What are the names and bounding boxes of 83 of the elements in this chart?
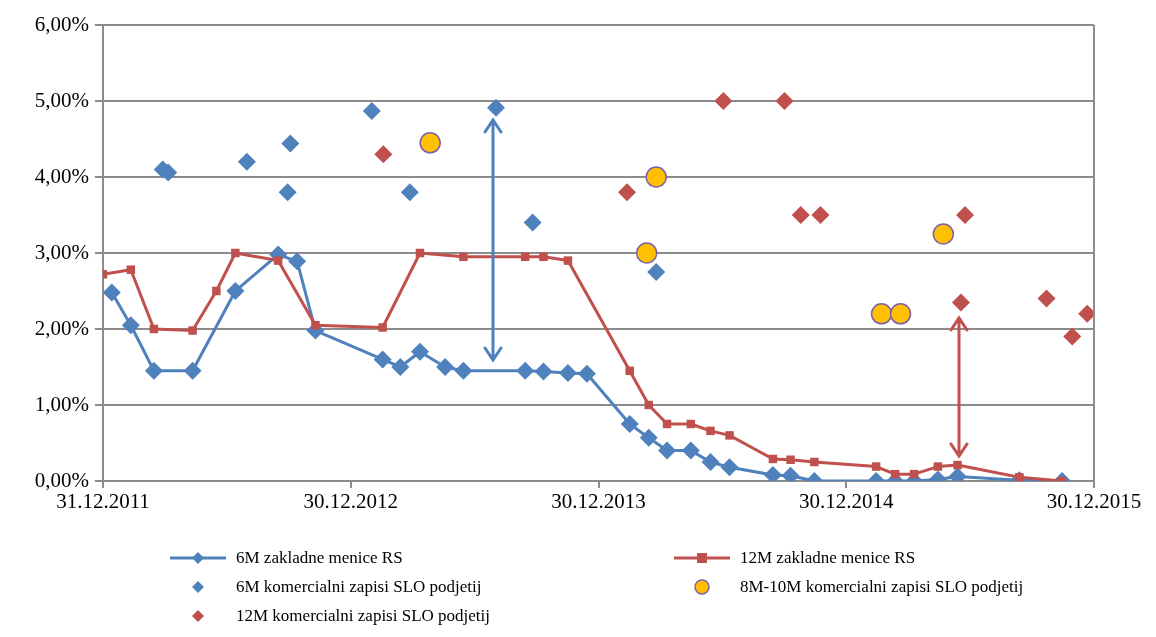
point [791,206,810,224]
y-tick-label: 1,00% [34,391,89,416]
point [534,362,553,381]
point [951,293,970,312]
point [870,303,893,325]
point [400,183,419,202]
point [373,350,392,369]
y-tick-label: 6,00% [34,11,89,36]
x-tick-label: 30.12.2014 [799,489,894,514]
point [889,303,912,325]
point [701,453,720,471]
point [273,256,283,265]
point [103,283,121,302]
point [720,458,739,477]
point [419,132,441,154]
point [487,98,506,117]
y-tick-label: 3,00% [34,239,89,264]
x-tick-label: 30.12.2015 [1046,489,1142,514]
point [523,213,542,232]
point [658,441,677,460]
legend-label: 6M zakladne menice RS [236,548,403,568]
legend-label: 12M komercialni zapisi SLO podjetij [236,606,491,626]
point [183,361,202,380]
point [391,358,410,376]
point [932,223,955,245]
point [725,431,734,440]
point [563,256,573,265]
legend-label: 12M zakladne menice RS [740,548,916,568]
y-tick-label: 2,00% [34,315,89,340]
x-tick-label: 30.12.2013 [551,489,646,514]
point [278,183,297,202]
point [645,166,667,188]
point [635,242,658,264]
point [956,206,975,224]
legend-label: 6M komercialni zapisi SLO podjetij [236,577,482,597]
point [410,342,429,361]
point [121,316,140,335]
point [706,426,715,436]
point [1015,472,1024,481]
point [577,364,596,383]
point [620,415,639,433]
point [459,252,468,262]
point [558,364,577,383]
y-tick-label: 4,00% [34,163,89,188]
point [625,366,634,376]
point [1037,289,1056,308]
point [436,358,455,376]
point [212,286,221,296]
x-tick-label: 30.12.2012 [303,489,398,514]
point [647,263,666,281]
point [226,282,245,300]
point [810,457,819,467]
point [714,92,733,110]
point [786,455,795,464]
point [144,361,163,380]
point [1063,327,1082,346]
legend-label: 8M-10M komercialni zapisi SLO podjetij [740,577,1024,597]
point [681,441,700,460]
point [188,326,197,335]
point [871,462,881,471]
point [126,265,136,274]
point [378,323,387,332]
point [288,252,307,271]
point [644,400,653,410]
point [811,206,830,224]
point [311,320,320,330]
point [362,101,381,120]
point [281,134,300,153]
point [775,92,794,110]
point [454,361,473,380]
y-tick-label: 0,00% [34,467,89,492]
point [539,252,548,262]
point [237,152,256,171]
x-tick-label: 31.12.2011 [56,489,150,514]
point [516,361,535,380]
point [231,248,240,258]
point [953,460,962,470]
point [374,145,393,164]
y-tick-label: 5,00% [34,87,89,112]
point [933,462,943,471]
point [618,183,637,202]
point [639,428,658,447]
point [763,465,782,481]
